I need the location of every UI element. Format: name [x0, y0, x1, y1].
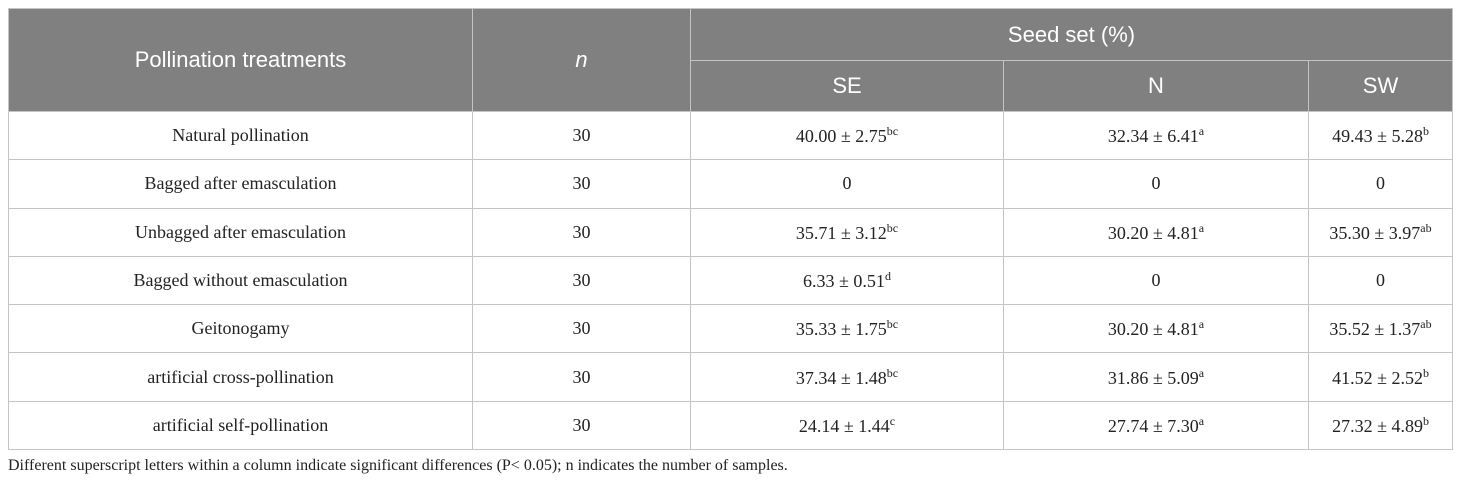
cell-text: 0: [842, 173, 852, 194]
cell-superscript: ab: [1420, 220, 1432, 235]
value-cell: 41.52 ± 2.52b: [1307, 352, 1454, 402]
table-row: Bagged without emasculation 30 6.33 ± 0.51…: [8, 255, 1454, 306]
n-cell: 30: [472, 110, 691, 161]
cell-text: 0: [1376, 173, 1385, 194]
value-cell: 30.20 ± 4.81a: [1003, 304, 1309, 354]
cell-text: 49.43 ± 5.28: [1332, 126, 1423, 147]
treatment-cell: artificial self-pollination: [8, 400, 473, 451]
cell-text: 0: [1151, 173, 1161, 194]
cell-superscript: a: [1198, 317, 1205, 332]
value-cell: 0: [1003, 255, 1309, 306]
table-body: Natural pollination 30 40.00 ± 2.75bc 32.34…: [8, 110, 1454, 451]
value-cell: 0: [1307, 255, 1454, 306]
table-row: Natural pollination 30 40.00 ± 2.75bc 32.34…: [8, 110, 1454, 161]
cell-superscript: a: [1198, 124, 1205, 139]
header-cell: n: [472, 8, 691, 112]
header-cell: N: [1003, 60, 1309, 112]
cell-text: 27.74 ± 7.30: [1107, 415, 1199, 436]
cell-superscript: a: [1198, 413, 1205, 428]
header-cell: SE: [690, 60, 1004, 112]
treatment-cell: Bagged without emasculation: [8, 255, 473, 306]
value-cell: 35.52 ± 1.37ab: [1307, 304, 1454, 354]
cell-text: 27.32 ± 4.89: [1332, 415, 1423, 436]
table-row: Bagged after emasculation 30 0 0 0: [8, 159, 1454, 209]
table-row: Unbagged after emasculation 30 35.71 ± 3.1…: [8, 207, 1454, 257]
cell-text: 30.20 ± 4.81: [1107, 319, 1199, 340]
cell-text: 35.30 ± 3.97: [1329, 222, 1421, 243]
header-cell: Seed set (%): [689, 8, 1454, 61]
value-cell: 35.71 ± 3.12bc: [690, 207, 1004, 257]
cell-superscript: b: [1422, 365, 1429, 380]
cell-superscript: a: [1198, 220, 1205, 235]
cell-superscript: ab: [1420, 317, 1432, 332]
table-row: Geitonogamy 30 35.33 ± 1.75bc 30.20 ± 4.81a…: [8, 304, 1454, 354]
n-cell: 30: [472, 304, 691, 354]
footnote: Different superscript letters within a c…: [8, 457, 788, 474]
value-cell: 0: [1307, 159, 1454, 209]
cell-text: 37.34 ± 1.48: [795, 367, 887, 388]
header-cell: SW: [1307, 60, 1454, 112]
header-row: Pollination treatments n Seed set (%): [8, 8, 1454, 112]
cell-text: 41.52 ± 2.52: [1332, 367, 1423, 388]
cell-superscript: bc: [886, 365, 899, 380]
n-cell: 30: [472, 207, 691, 257]
table-row: artificial self-pollination 30 24.14 ± 1.4…: [8, 400, 1454, 451]
value-cell: 0: [690, 159, 1004, 209]
cell-text: 6.33 ± 0.51: [803, 271, 885, 292]
cell-text: 31.86 ± 5.09: [1107, 367, 1199, 388]
cell-superscript: bc: [886, 220, 899, 235]
cell-text: 24.14 ± 1.44: [798, 415, 890, 436]
value-cell: 37.34 ± 1.48bc: [690, 352, 1004, 402]
value-cell: 40.00 ± 2.75bc: [690, 110, 1004, 161]
value-cell: 30.20 ± 4.81a: [1003, 207, 1309, 257]
header-row: SE N SW: [9, 60, 1454, 112]
value-cell: 27.74 ± 7.30a: [1003, 400, 1309, 451]
cell-text: 32.34 ± 6.41: [1107, 126, 1199, 147]
cell-text: 35.52 ± 1.37: [1329, 319, 1421, 340]
cell-superscript: bc: [886, 317, 899, 332]
n-cell: 30: [472, 255, 691, 306]
treatment-cell: Geitonogamy: [8, 304, 473, 354]
treatment-cell: Unbagged after emasculation: [8, 207, 473, 257]
cell-superscript: c: [889, 413, 896, 428]
cell-text: 40.00 ± 2.75: [795, 126, 887, 147]
value-cell: 31.86 ± 5.09a: [1003, 352, 1309, 402]
cell-superscript: bc: [886, 124, 899, 139]
n-cell: 30: [472, 159, 691, 209]
cell-text: 30.20 ± 4.81: [1107, 222, 1199, 243]
cell-text: 0: [1376, 270, 1385, 291]
cell-superscript: b: [1422, 413, 1429, 428]
table-row: artificial cross-pollination 30 37.34 ± 1.…: [8, 352, 1454, 402]
value-cell: 35.33 ± 1.75bc: [690, 304, 1004, 354]
cell-text: 35.33 ± 1.75: [795, 319, 887, 340]
data-table: Pollination treatments n Seed set (%) SE…: [8, 8, 1454, 451]
cell-superscript: b: [1422, 124, 1429, 139]
cell-superscript: d: [884, 269, 891, 284]
value-cell: 32.34 ± 6.41a: [1003, 110, 1309, 161]
cell-superscript: a: [1198, 365, 1205, 380]
cell-text: 35.71 ± 3.12: [795, 222, 887, 243]
treatment-cell: artificial cross-pollination: [8, 352, 473, 402]
n-cell: 30: [472, 400, 691, 451]
value-cell: 24.14 ± 1.44c: [690, 400, 1004, 451]
value-cell: 49.43 ± 5.28b: [1307, 110, 1454, 161]
treatment-cell: Bagged after emasculation: [8, 159, 473, 209]
cell-text: 0: [1151, 270, 1161, 291]
value-cell: 6.33 ± 0.51d: [690, 255, 1004, 306]
value-cell: 35.30 ± 3.97ab: [1307, 207, 1454, 257]
treatment-cell: Natural pollination: [8, 110, 473, 161]
value-cell: 27.32 ± 4.89b: [1307, 400, 1454, 451]
n-cell: 30: [472, 352, 691, 402]
header-cell: Pollination treatments: [8, 8, 473, 112]
value-cell: 0: [1003, 159, 1309, 209]
